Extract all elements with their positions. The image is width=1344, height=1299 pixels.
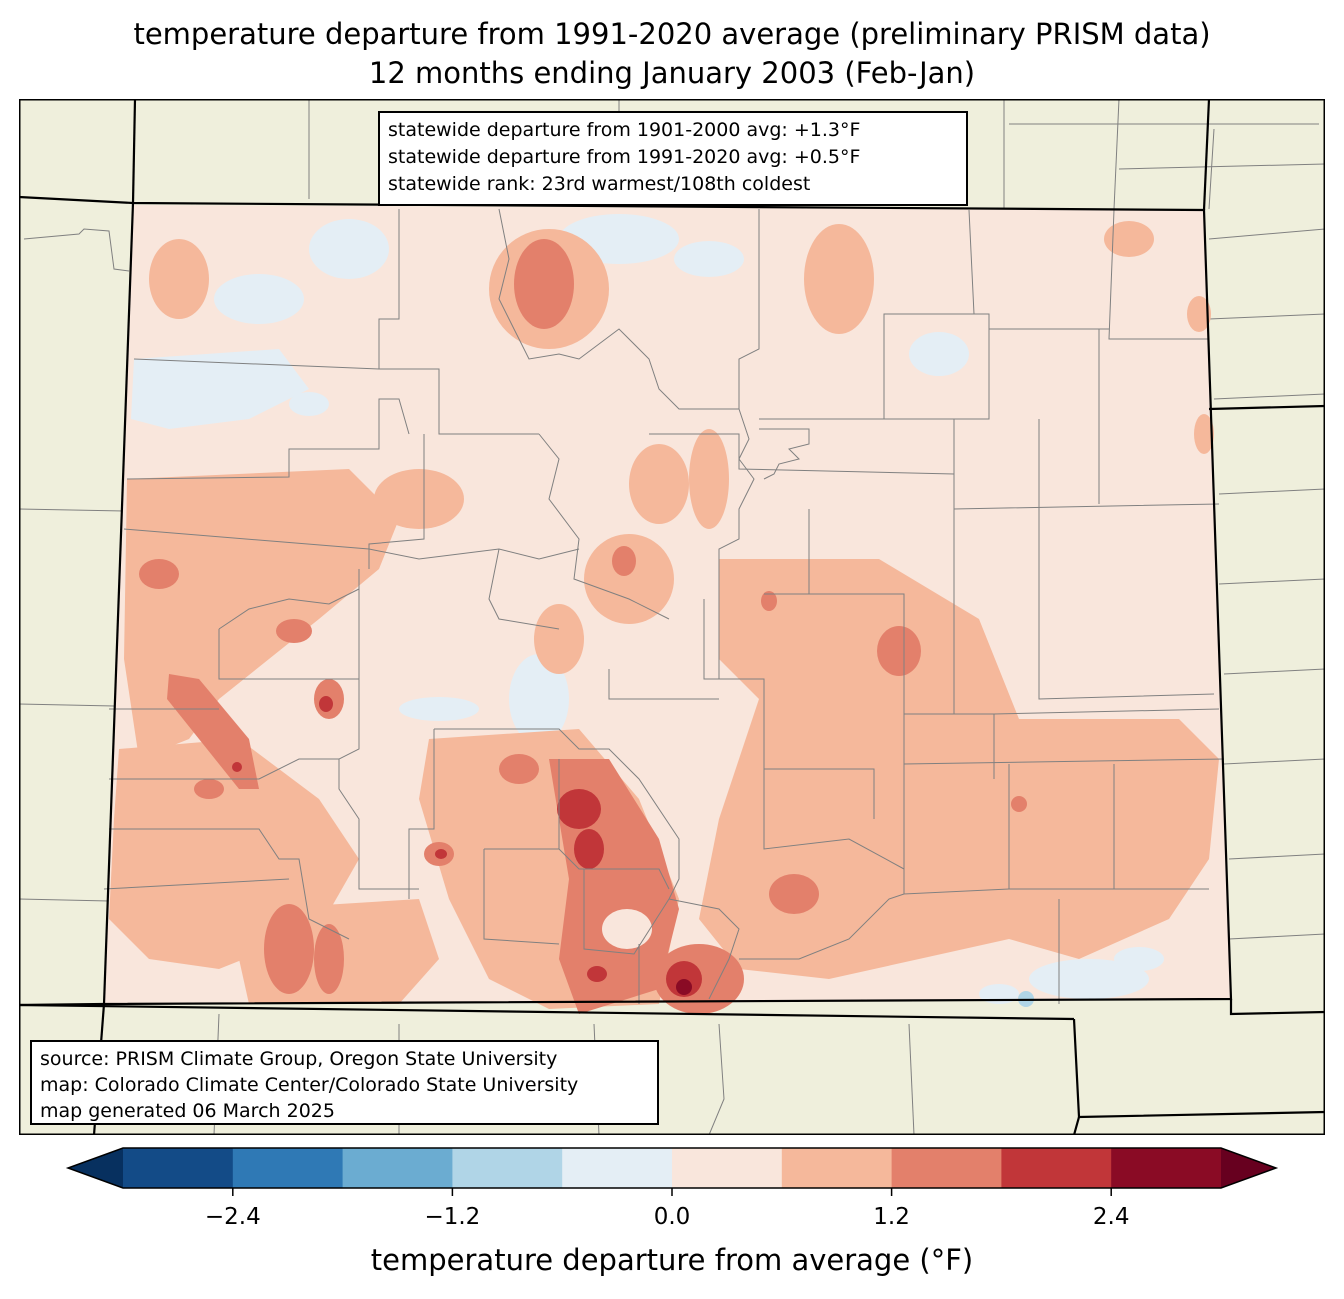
stats-rank: statewide rank: 23rd warmest/108th colde… — [388, 173, 811, 195]
statewide-stats-box: statewide departure from 1901-2000 avg: … — [378, 111, 968, 206]
colorbar-cell — [123, 1148, 234, 1188]
colorbar-cell — [1001, 1148, 1112, 1188]
colorbar-cell — [452, 1148, 563, 1188]
colorbar-tick-label: 2.4 — [1092, 1204, 1130, 1230]
map-title-line-1: temperature departure from 1991-2020 ave… — [133, 17, 1211, 51]
colorbar-tick-label: −1.2 — [424, 1204, 481, 1230]
colorbar-cell — [891, 1148, 1002, 1188]
colorbar-cell — [562, 1148, 673, 1188]
colorbar-cell — [672, 1148, 783, 1188]
colorado-temperature-map — [19, 99, 1325, 1135]
near-normal-cool-areas — [131, 214, 1164, 1004]
cool-pocket — [602, 909, 652, 949]
colorbar — [65, 1147, 1279, 1196]
map-generated-line: map generated 06 March 2025 — [40, 1100, 335, 1122]
colorbar-cell — [1111, 1148, 1222, 1188]
neighbor-county-lines — [19, 99, 1325, 1135]
colorbar-tick-label: 0.0 — [653, 1204, 691, 1230]
source-box: source: PRISM Climate Group, Oregon Stat… — [30, 1040, 659, 1125]
map-frame — [19, 99, 1325, 1135]
stats-departure-1991-2020: statewide departure from 1991-2020 avg: … — [388, 146, 861, 168]
map-title-line-2: 12 months ending January 2003 (Feb-Jan) — [368, 56, 976, 90]
colorbar-cell — [232, 1148, 344, 1188]
stats-departure-1901-2000: statewide departure from 1901-2000 avg: … — [388, 119, 861, 141]
colorado-county-lines — [103, 208, 1225, 1004]
map-credit-line: map: Colorado Climate Center/Colorado St… — [40, 1074, 579, 1096]
colorbar-tick-label: 1.2 — [873, 1204, 910, 1230]
colorbar-outline — [65, 1147, 1279, 1189]
colorbar-over-arrow — [1221, 1148, 1276, 1188]
hottest-spot — [676, 979, 692, 995]
colorbar-tick-label: −2.4 — [204, 1204, 261, 1230]
source-line: source: PRISM Climate Group, Oregon Stat… — [40, 1048, 558, 1070]
colorbar-cell — [781, 1148, 893, 1188]
state-borders — [19, 99, 1325, 1135]
colorbar-cell — [342, 1148, 453, 1188]
colorbar-label: temperature departure from average (°F) — [370, 1243, 974, 1277]
colorbar-under-arrow — [68, 1148, 123, 1188]
